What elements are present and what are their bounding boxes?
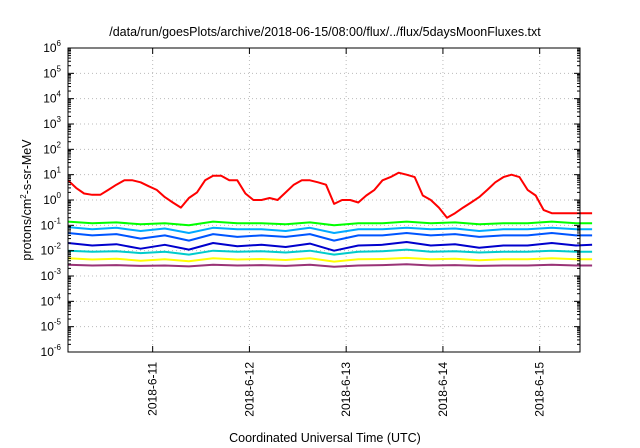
series-line-7 xyxy=(67,256,593,263)
y-tick-base: 10 xyxy=(43,117,57,131)
y-tick-label: 10-1 xyxy=(41,216,62,232)
x-tick-label: 2018-6-15 xyxy=(533,362,547,417)
series-line-8 xyxy=(67,263,593,268)
y-tick-label: 10-4 xyxy=(41,292,62,308)
y-tick-base: 10 xyxy=(43,142,57,156)
y-tick-labels: 10610510410310210110010-110-210-310-410-… xyxy=(41,39,62,359)
y-tick-base: 10 xyxy=(43,168,57,182)
x-tick-label: 2018-6-11 xyxy=(146,362,160,416)
y-tick-label: 105 xyxy=(43,64,61,80)
y-tick-base: 10 xyxy=(41,345,55,359)
y-tick-base: 10 xyxy=(43,66,57,80)
y-tick-exponent: -2 xyxy=(54,242,62,251)
y-label-sup: 2 xyxy=(19,194,28,199)
y-label-prefix: protons/cm xyxy=(20,199,34,261)
chart-title: /data/run/goesPlots/archive/2018-06-15/0… xyxy=(109,25,541,39)
y-tick-exponent: 4 xyxy=(57,90,62,99)
y-tick-exponent: -4 xyxy=(54,292,62,301)
series-layer xyxy=(67,171,593,268)
series-line-4 xyxy=(67,232,593,242)
y-tick-label: 103 xyxy=(43,115,61,131)
series-line-2 xyxy=(67,220,593,227)
y-tick-base: 10 xyxy=(43,193,57,207)
y-tick-exponent: -3 xyxy=(54,267,62,276)
series-line-5 xyxy=(67,241,593,252)
y-tick-exponent: 0 xyxy=(57,191,62,200)
axis-ticks xyxy=(68,47,580,353)
y-axis-label: protons/cm2-s-sr-MeV xyxy=(19,139,34,261)
y-tick-label: 102 xyxy=(43,140,61,156)
y-tick-base: 10 xyxy=(41,218,55,232)
y-tick-label: 100 xyxy=(43,191,61,207)
grid-lines xyxy=(68,48,580,352)
y-tick-label: 106 xyxy=(43,39,61,55)
x-axis-label: Coordinated Universal Time (UTC) xyxy=(229,431,421,445)
y-tick-exponent: 3 xyxy=(57,115,62,124)
y-label-suffix: -s-sr-MeV xyxy=(20,139,34,195)
series-line-1 xyxy=(67,171,593,219)
y-tick-label: 104 xyxy=(43,90,61,106)
y-tick-label: 10-3 xyxy=(41,267,62,283)
y-tick-base: 10 xyxy=(41,244,55,258)
y-tick-base: 10 xyxy=(43,41,57,55)
y-tick-exponent: 1 xyxy=(57,166,62,175)
y-tick-base: 10 xyxy=(41,320,55,334)
y-tick-exponent: 6 xyxy=(57,39,62,48)
y-tick-label: 101 xyxy=(43,166,61,182)
y-tick-exponent: -6 xyxy=(54,343,62,352)
y-tick-base: 10 xyxy=(41,294,55,308)
series-line-3 xyxy=(67,226,593,234)
y-tick-label: 10-5 xyxy=(41,318,62,334)
y-tick-exponent: 2 xyxy=(57,140,62,149)
series-line-6 xyxy=(67,248,593,256)
y-tick-exponent: -5 xyxy=(54,318,62,327)
x-tick-labels: 2018-6-11 2018-6-12 2018-6-13 2018-6-14 2018… xyxy=(146,362,547,417)
y-tick-base: 10 xyxy=(41,269,55,283)
y-tick-exponent: 5 xyxy=(57,64,62,73)
x-tick-label: 2018-6-12 xyxy=(242,362,256,417)
y-tick-label: 10-6 xyxy=(41,343,62,359)
y-tick-label: 10-2 xyxy=(41,242,62,258)
x-tick-label: 2018-6-13 xyxy=(339,362,353,417)
x-tick-label: 2018-6-14 xyxy=(436,362,450,417)
y-tick-base: 10 xyxy=(43,92,57,106)
y-tick-exponent: -1 xyxy=(54,216,62,225)
